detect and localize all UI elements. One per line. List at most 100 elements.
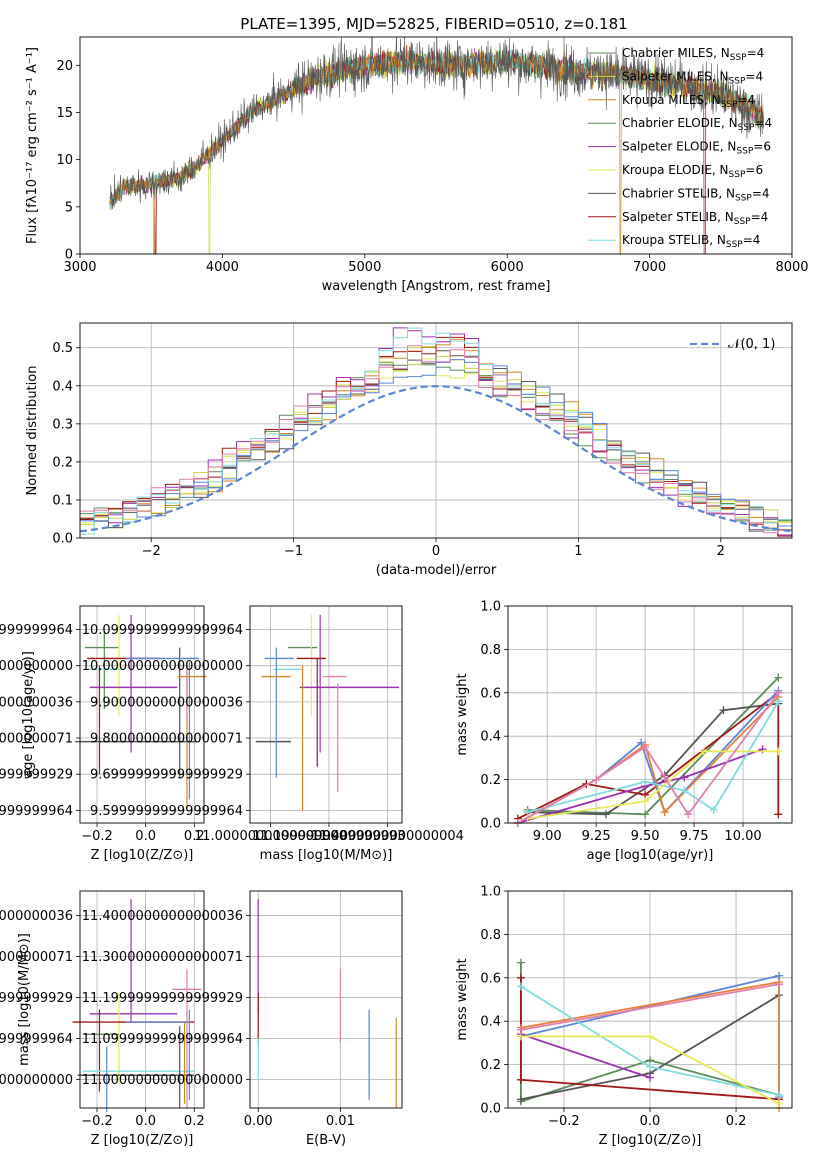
axes-frame <box>79 36 793 255</box>
legend-entry: Salpeter STELIB, NSSP=4 <box>622 210 768 227</box>
legend-tail: =6 <box>745 163 763 177</box>
plus-marker <box>646 1062 654 1071</box>
plus-marker <box>646 1073 654 1082</box>
axes-frame <box>79 605 205 824</box>
plus-marker <box>774 688 783 697</box>
x-axis-label: age [log10(age/yr)] <box>587 848 714 863</box>
x-axis-label: (data-model)/error <box>376 563 497 578</box>
x-tick-label: 0.01 <box>326 1114 355 1129</box>
y-tick-label: 10.09999999999999964 <box>0 623 73 638</box>
y-tick-label: 0.5 <box>52 341 73 356</box>
legend-text: Chabrier MILES, N <box>622 46 730 60</box>
x-tick-label: 9.75 <box>680 829 709 844</box>
y-tick-label: 0.0 <box>480 1102 501 1117</box>
axes-frame <box>249 605 403 824</box>
x-tick-label: 9.50 <box>631 829 660 844</box>
y-tick-label: 0.4 <box>52 379 73 394</box>
axes-frame <box>507 605 793 824</box>
plus-marker <box>516 982 525 991</box>
panel-residuals: −2 −1 0 1 2 0.0 0.1 0.2 0.3 0.4 0.5 (data-model)/er… <box>25 322 793 578</box>
legend-sub: SSP <box>729 76 746 86</box>
x-tick-label: 1 <box>574 544 582 559</box>
panels: 3000 4000 5000 6000 7000 800005101520waveleng… <box>0 36 809 1148</box>
series-line <box>520 983 780 1031</box>
plus-marker <box>516 1095 525 1104</box>
plus-marker <box>699 747 708 756</box>
legend-text: Chabrier STELIB, N <box>622 186 735 200</box>
legend-text: Salpeter STELIB, N <box>622 210 734 224</box>
legend-sub: SSP <box>729 170 746 180</box>
plus-marker <box>775 980 784 989</box>
x-tick-label: −1 <box>284 544 303 559</box>
x-tick-label: 0.0 <box>640 1114 661 1129</box>
x-axis-label: mass [log10(M/M⊙)] <box>260 848 393 863</box>
legend-entry: Kroupa MILES, NSSP=4 <box>622 93 755 110</box>
legend-entry: Chabrier ELODIE, NSSP=4 <box>622 116 772 133</box>
plus-marker <box>774 810 783 819</box>
x-axis-label: wavelength [Angstrom, rest frame] <box>322 279 551 294</box>
plus-marker <box>680 773 689 782</box>
plus-marker <box>775 1090 784 1099</box>
axes-frame <box>507 890 793 1109</box>
y-axis-label: age [log10(age/yr)] <box>21 651 36 778</box>
y-tick-label: 0 <box>65 248 73 263</box>
plus-marker <box>641 777 650 786</box>
y-tick-label: 10.00000000000000000 <box>0 659 73 674</box>
x-tick-label: 0.0 <box>135 829 156 844</box>
plus-marker <box>774 747 783 756</box>
histogram-step <box>80 350 792 529</box>
x-tick-label: 11.0000000000000000 <box>194 829 347 844</box>
y-tick-label: 9.69999999999999929 <box>0 768 73 783</box>
plus-marker <box>709 805 718 814</box>
x-tick-label: 7000 <box>633 260 666 275</box>
legend-sub: SSP <box>736 147 753 157</box>
series-line <box>520 1033 651 1079</box>
legend-tail: =4 <box>743 233 761 247</box>
x-tick-label: 0.2 <box>726 1114 747 1129</box>
y-tick-label: 0.1 <box>52 493 73 508</box>
legend-entry: Chabrier MILES, NSSP=4 <box>622 46 764 63</box>
y-tick-label: 9.59999999999999964 <box>90 804 243 819</box>
legend-sub: SSP <box>726 240 743 250</box>
legend-tail: =4 <box>754 116 772 130</box>
plus-marker <box>641 810 650 819</box>
x-tick-label: 9.00 <box>533 829 562 844</box>
x-tick-label: 3000 <box>63 260 96 275</box>
legend-tail: =6 <box>753 140 771 154</box>
spectrum-line <box>109 37 764 211</box>
legend-sub: SSP <box>721 100 738 110</box>
plus-marker <box>516 1025 525 1034</box>
plus-marker <box>660 773 669 782</box>
x-axis-label: Z [log10(Z/Z⊙)] <box>91 848 194 863</box>
plus-marker <box>592 775 601 784</box>
axes-frame <box>79 890 205 1109</box>
x-tick-label: 11.1999999999999993 <box>252 829 405 844</box>
axes-frame <box>249 890 403 1109</box>
y-tick-label: 5 <box>65 200 73 215</box>
y-tick-label: 9.80000000000000071 <box>90 732 243 747</box>
y-tick-label: 9.59999999999999964 <box>0 804 73 819</box>
legend-text: Kroupa MILES, N <box>622 93 721 107</box>
legend-tail: =4 <box>747 46 765 60</box>
y-tick-label: 9.80000000000000071 <box>0 732 73 747</box>
x-axis-label: Z [log10(Z/Z⊙)] <box>91 1133 194 1148</box>
x-tick-label: 0.00 <box>244 1114 273 1129</box>
series-line <box>517 692 780 823</box>
y-tick-label: 1.0 <box>480 885 501 900</box>
x-tick-label: 6000 <box>491 260 524 275</box>
y-tick-label: 9.69999999999999929 <box>90 768 243 783</box>
y-tick-label: 0.4 <box>480 1015 501 1030</box>
plus-marker <box>646 1032 654 1041</box>
y-tick-label: 10 <box>56 153 73 168</box>
legend-sub: SSP <box>738 123 755 133</box>
x-tick-label: −0.2 <box>548 1114 580 1129</box>
x-tick-label: −0.2 <box>81 829 113 844</box>
panel-age_vs_mass: 11.000000000000000011.199999999999999311… <box>82 605 464 863</box>
y-tick-label: 15 <box>56 106 73 121</box>
legend-sub: SSP <box>730 53 747 63</box>
y-axis-label: Normed distribution <box>25 366 40 496</box>
panel-age_vs_Z: −0.2 0.0 0.2 9.59999999999999964 9.699999999… <box>0 605 207 863</box>
panel-spectrum: 3000 4000 5000 6000 7000 8000 0 5 10 15 20 waveleng… <box>25 36 809 294</box>
legend-entry: Salpeter MILES, NSSP=4 <box>622 69 763 86</box>
